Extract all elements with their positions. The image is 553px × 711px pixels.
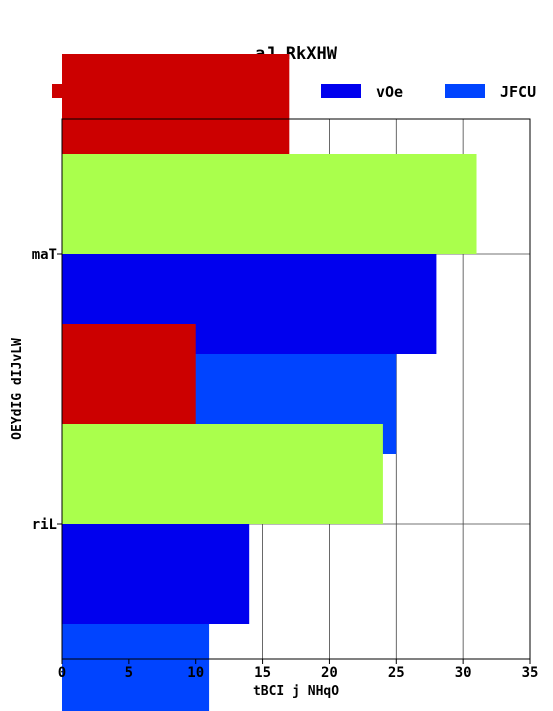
y-tick-label-1: riL [32, 517, 57, 533]
legend-label-vOe: vOe [376, 83, 403, 101]
y-tick-label-0: maT [32, 247, 57, 263]
bar-gVY-riL [62, 324, 196, 424]
bar-JFCU-riL [62, 624, 210, 711]
x-tick-label-5: 25 [388, 665, 405, 681]
legend-swatch-JFCU [445, 84, 485, 98]
x-tick-label-6: 30 [455, 665, 472, 681]
x-axis-label: tBCI j NHqO [253, 684, 339, 699]
x-tick-label-2: 10 [187, 665, 204, 681]
plot-frame [61, 118, 531, 660]
bar-IGHjF-riL [62, 424, 383, 524]
legend-label-JFCU: JFCU [500, 83, 536, 101]
y-axis: maT riL [32, 247, 62, 533]
bar-IGHjF-maT [62, 154, 477, 254]
y-axis-label: OEYdIG dIJvLW [10, 338, 25, 440]
x-axis: 0 5 10 15 20 25 30 35 [58, 659, 539, 681]
x-tick-label-7: 35 [522, 665, 539, 681]
x-tick-label-1: 5 [125, 665, 133, 681]
bars [62, 54, 477, 711]
x-tick-label-4: 20 [321, 665, 338, 681]
legend-swatch-vOe [321, 84, 361, 98]
x-tick-label-0: 0 [58, 665, 66, 681]
bar-vOe-riL [62, 524, 250, 624]
bar-gVY-maT [62, 54, 290, 154]
x-tick-label-3: 15 [254, 665, 271, 681]
